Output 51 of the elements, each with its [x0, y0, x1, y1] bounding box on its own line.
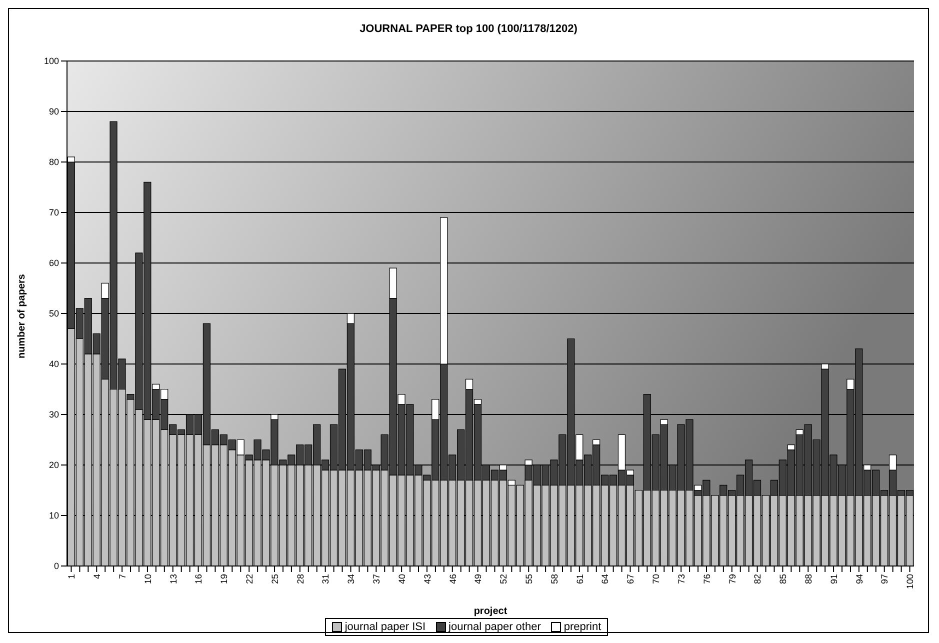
y-tick-label: 60 [48, 258, 59, 268]
x-tick-label: 1 [66, 574, 77, 580]
x-tick-label: 76 [702, 574, 712, 584]
y-tick-label: 90 [48, 106, 59, 117]
x-tick-label: 37 [372, 574, 382, 584]
legend-label: preprint [562, 621, 602, 633]
y-tick-label: 30 [48, 410, 59, 420]
x-tick-label: 73 [676, 574, 686, 584]
x-tick-label: 7 [117, 574, 128, 580]
y-tick-label: 40 [48, 359, 59, 370]
x-tick-label: 94 [854, 574, 864, 584]
x-tick-label: 91 [828, 574, 839, 584]
x-tick-label: 16 [194, 574, 204, 584]
x-tick-label: 79 [727, 574, 738, 584]
y-tick-label: 50 [48, 308, 59, 319]
x-tick-label: 34 [346, 574, 356, 584]
x-tick-label: 4 [92, 574, 102, 580]
x-tick-label: 43 [422, 574, 432, 584]
legend-label: journal paper other [447, 621, 541, 633]
x-tick-label: 46 [448, 574, 458, 584]
x-tick-label: 28 [295, 574, 306, 584]
y-tick-label: 20 [48, 460, 59, 470]
x-tick-label: 64 [600, 574, 610, 584]
legend-label: journal paper ISI [344, 621, 426, 633]
x-tick-label: 67 [626, 574, 636, 584]
x-tick-label: 10 [142, 574, 153, 584]
chart-title: JOURNAL PAPER top 100 (100/1178/1202) [358, 22, 578, 37]
x-tick-label: 58 [549, 574, 560, 584]
x-tick-label: 97 [880, 574, 890, 584]
x-tick-label: 13 [168, 574, 178, 584]
x-tick-label: 22 [244, 574, 254, 584]
y-tick-label: 0 [54, 561, 59, 572]
y-tick-label: 70 [48, 208, 59, 218]
x-axis-title: project [474, 606, 508, 617]
x-tick-label: 82 [752, 574, 763, 584]
x-tick-label: 85 [778, 574, 788, 584]
x-tick-label: 49 [473, 574, 484, 584]
x-tick-label: 19 [219, 574, 230, 584]
x-tick-label: 70 [651, 574, 662, 584]
x-tick-label: 100 [905, 574, 916, 590]
x-tick-label: 25 [270, 574, 280, 584]
x-tick-label: 55 [524, 574, 534, 584]
y-axis-title: number of papers [16, 274, 28, 358]
x-tick-label: 88 [804, 574, 814, 584]
y-tick-label: 80 [48, 157, 59, 168]
x-tick-label: 61 [574, 574, 585, 584]
y-tick-label: 100 [44, 56, 59, 66]
x-tick-label: 40 [396, 574, 407, 584]
x-tick-label: 31 [320, 574, 331, 584]
x-tick-label: 52 [498, 574, 509, 584]
y-tick-label: 10 [48, 510, 59, 521]
